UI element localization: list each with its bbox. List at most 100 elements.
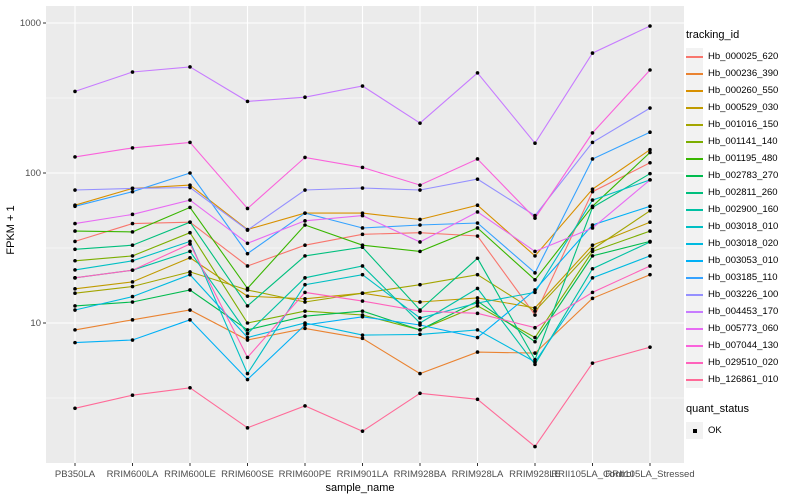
legend-item-Hb_000025_620: Hb_000025_620 bbox=[686, 48, 798, 65]
data-point bbox=[73, 204, 77, 209]
data-point bbox=[130, 212, 135, 217]
legend-key-line-icon bbox=[686, 218, 703, 235]
data-point bbox=[303, 323, 307, 327]
legend-quant-status-block: quant_status OK bbox=[686, 402, 798, 439]
data-point bbox=[130, 393, 135, 398]
data-point bbox=[533, 288, 537, 292]
data-point bbox=[418, 188, 422, 192]
data-point bbox=[590, 290, 595, 295]
data-point bbox=[533, 306, 537, 310]
data-point bbox=[360, 213, 365, 218]
data-point bbox=[533, 249, 537, 254]
legend-item-label: Hb_000025_620 bbox=[708, 51, 779, 62]
data-point bbox=[360, 309, 365, 313]
data-point bbox=[130, 338, 135, 342]
data-point bbox=[130, 268, 135, 272]
legend-item-label: Hb_003018_010 bbox=[708, 221, 779, 232]
data-point bbox=[245, 241, 250, 246]
data-point bbox=[475, 350, 480, 354]
data-point bbox=[188, 220, 192, 224]
data-point bbox=[475, 328, 480, 332]
data-point bbox=[303, 300, 307, 304]
legend-item-label: Hb_003226_100 bbox=[708, 289, 779, 300]
data-point bbox=[590, 131, 595, 135]
legend-key-line-icon bbox=[686, 286, 703, 303]
data-point bbox=[245, 304, 250, 308]
data-point bbox=[360, 245, 365, 250]
data-point bbox=[648, 106, 652, 110]
legend-item-Hb_000260_550: Hb_000260_550 bbox=[686, 82, 798, 99]
x-axis-title: sample_name bbox=[325, 482, 394, 494]
legend-item-label: Hb_003053_010 bbox=[708, 255, 779, 266]
legend-item-Hb_003185_110: Hb_003185_110 bbox=[686, 269, 798, 286]
y-tick-label: 1000 bbox=[20, 18, 41, 29]
data-point bbox=[475, 311, 480, 316]
data-point bbox=[475, 256, 480, 261]
data-point bbox=[475, 177, 480, 181]
data-point bbox=[130, 284, 135, 289]
data-point bbox=[303, 223, 307, 227]
data-point bbox=[360, 291, 365, 296]
data-point bbox=[245, 328, 250, 332]
x-tick-label: RRII105LA_Stressed bbox=[605, 469, 694, 480]
legend-item-label: Hb_004453_170 bbox=[708, 306, 779, 317]
data-point bbox=[590, 226, 595, 230]
data-point bbox=[245, 335, 250, 340]
data-point bbox=[533, 360, 537, 364]
data-point bbox=[533, 325, 537, 330]
x-tick-label: RRIM600PE bbox=[279, 469, 332, 480]
legend-item-Hb_001141_140: Hb_001141_140 bbox=[686, 133, 798, 150]
data-point bbox=[418, 300, 422, 304]
data-point bbox=[648, 272, 652, 277]
data-point bbox=[73, 247, 77, 252]
data-point bbox=[303, 188, 307, 192]
data-point bbox=[130, 280, 135, 284]
x-tick-label: RRIM928LE bbox=[509, 469, 561, 480]
legend-item-Hb_001195_480: Hb_001195_480 bbox=[686, 150, 798, 167]
legend-item-label: Hb_000236_390 bbox=[708, 68, 779, 79]
data-point bbox=[590, 157, 595, 161]
data-point bbox=[533, 213, 537, 218]
data-point bbox=[73, 328, 77, 332]
data-point bbox=[73, 340, 77, 345]
legend-item-label: Hb_002783_270 bbox=[708, 170, 779, 181]
data-point bbox=[475, 203, 480, 208]
data-point bbox=[475, 221, 480, 225]
data-point bbox=[130, 294, 135, 299]
data-point bbox=[590, 51, 595, 55]
data-point bbox=[188, 270, 192, 274]
data-point bbox=[590, 276, 595, 280]
data-point bbox=[73, 308, 77, 312]
data-point bbox=[648, 220, 652, 224]
data-point bbox=[533, 309, 537, 313]
legend-item-label: Hb_029510_020 bbox=[708, 357, 779, 368]
legend-item-label: Hb_000260_550 bbox=[708, 85, 779, 96]
data-point bbox=[533, 351, 537, 355]
data-point bbox=[360, 186, 365, 190]
data-point bbox=[475, 234, 480, 238]
data-point bbox=[360, 264, 365, 268]
data-point bbox=[533, 339, 537, 344]
legend-item-label: Hb_003018_020 bbox=[708, 238, 779, 249]
data-point bbox=[245, 355, 250, 360]
data-point bbox=[73, 258, 77, 263]
data-point bbox=[648, 24, 652, 28]
legend-item-Hb_003226_100: Hb_003226_100 bbox=[686, 286, 798, 303]
data-point bbox=[648, 264, 652, 268]
data-point bbox=[188, 385, 192, 390]
legend-key-line-icon bbox=[686, 82, 703, 99]
data-point bbox=[303, 254, 307, 258]
data-point bbox=[188, 256, 192, 260]
legend-item-Hb_029510_020: Hb_029510_020 bbox=[686, 354, 798, 371]
data-point bbox=[130, 189, 135, 194]
data-point bbox=[73, 89, 77, 94]
legend-key-line-icon bbox=[686, 235, 703, 252]
x-tick-label: RRIM901LA bbox=[337, 469, 389, 480]
data-point bbox=[130, 70, 135, 74]
data-point bbox=[303, 95, 307, 100]
legend-key-line-icon bbox=[686, 184, 703, 201]
data-point bbox=[245, 99, 250, 104]
data-point bbox=[188, 318, 192, 322]
data-point bbox=[590, 296, 595, 301]
